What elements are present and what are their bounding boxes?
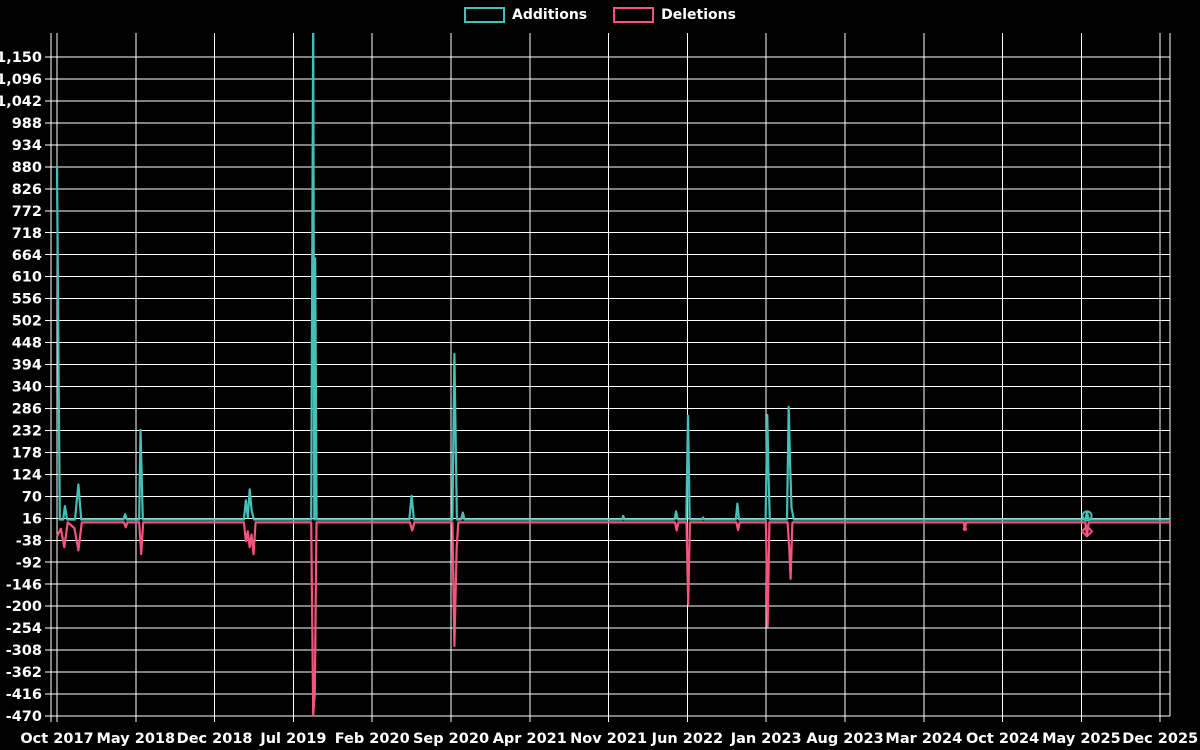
svg-text:Oct 2017: Oct 2017 xyxy=(20,731,93,747)
svg-text:-92: -92 xyxy=(16,555,42,571)
svg-text:178: 178 xyxy=(12,445,42,461)
svg-text:718: 718 xyxy=(12,226,42,242)
svg-text:124: 124 xyxy=(12,467,42,483)
grid-lines xyxy=(50,33,1171,722)
svg-text:1,150: 1,150 xyxy=(0,50,42,66)
svg-text:May 2025: May 2025 xyxy=(1042,731,1121,747)
additions-swatch xyxy=(464,7,506,23)
svg-text:Feb 2020: Feb 2020 xyxy=(335,731,410,747)
svg-text:-254: -254 xyxy=(6,621,42,637)
series-lines xyxy=(55,33,1170,717)
chart-legend: Additions Deletions xyxy=(0,7,1200,23)
svg-text:Nov 2021: Nov 2021 xyxy=(570,731,647,747)
svg-text:Jun 2022: Jun 2022 xyxy=(651,731,723,747)
svg-text:286: 286 xyxy=(12,402,42,418)
svg-text:610: 610 xyxy=(12,270,42,286)
svg-text:232: 232 xyxy=(12,424,42,440)
svg-text:340: 340 xyxy=(12,380,42,396)
svg-text:Dec 2018: Dec 2018 xyxy=(177,731,253,747)
svg-text:Jul 2019: Jul 2019 xyxy=(259,731,326,747)
svg-text:1,096: 1,096 xyxy=(0,72,42,88)
svg-text:-200: -200 xyxy=(6,599,42,615)
point-markers xyxy=(962,510,1094,538)
svg-text:May 2018: May 2018 xyxy=(96,731,175,747)
legend-item-additions[interactable]: Additions xyxy=(464,7,587,23)
circle-marker xyxy=(1081,510,1093,522)
svg-text:Jan 2023: Jan 2023 xyxy=(730,731,802,747)
svg-text:448: 448 xyxy=(12,336,42,352)
y-axis-labels: 1,150 1,096 1,042 988 934 880 826 772 718 664 610 5… xyxy=(0,50,42,725)
svg-text:394: 394 xyxy=(12,358,42,374)
svg-text:Mar 2024: Mar 2024 xyxy=(885,731,962,747)
svg-text:Dec 2025: Dec 2025 xyxy=(1122,731,1198,747)
axis-ticks xyxy=(45,56,1161,722)
svg-text:934: 934 xyxy=(12,138,42,154)
legend-item-deletions[interactable]: Deletions xyxy=(613,7,736,23)
svg-text:772: 772 xyxy=(12,204,42,220)
svg-text:Oct 2024: Oct 2024 xyxy=(966,731,1039,747)
svg-text:556: 556 xyxy=(12,292,42,308)
deletions-swatch xyxy=(613,7,655,23)
diamond-marker xyxy=(1080,524,1094,538)
svg-text:-146: -146 xyxy=(6,577,42,593)
additions-legend-label: Additions xyxy=(512,7,588,23)
svg-text:-308: -308 xyxy=(6,643,42,659)
deletions-line xyxy=(56,521,1170,717)
svg-text:-470: -470 xyxy=(6,709,42,725)
svg-text:Sep 2020: Sep 2020 xyxy=(413,731,489,747)
svg-text:70: 70 xyxy=(22,489,42,505)
svg-text:Aug 2023: Aug 2023 xyxy=(806,731,883,747)
additions-line xyxy=(55,33,1170,521)
svg-text:16: 16 xyxy=(22,511,42,527)
svg-text:826: 826 xyxy=(12,182,42,198)
deletions-legend-label: Deletions xyxy=(661,7,736,23)
svg-text:-416: -416 xyxy=(6,687,42,703)
svg-text:502: 502 xyxy=(12,314,42,330)
svg-text:880: 880 xyxy=(12,160,42,176)
svg-text:1,042: 1,042 xyxy=(0,94,42,110)
svg-text:-38: -38 xyxy=(16,533,42,549)
dot-marker xyxy=(962,526,968,532)
svg-text:-362: -362 xyxy=(6,665,42,681)
svg-text:988: 988 xyxy=(12,116,42,132)
svg-text:664: 664 xyxy=(12,248,42,264)
svg-text:Apr 2021: Apr 2021 xyxy=(493,731,567,747)
x-axis-labels: Oct 2017 May 2018 Dec 2018 Jul 2019 Feb 2020… xyxy=(20,731,1198,747)
